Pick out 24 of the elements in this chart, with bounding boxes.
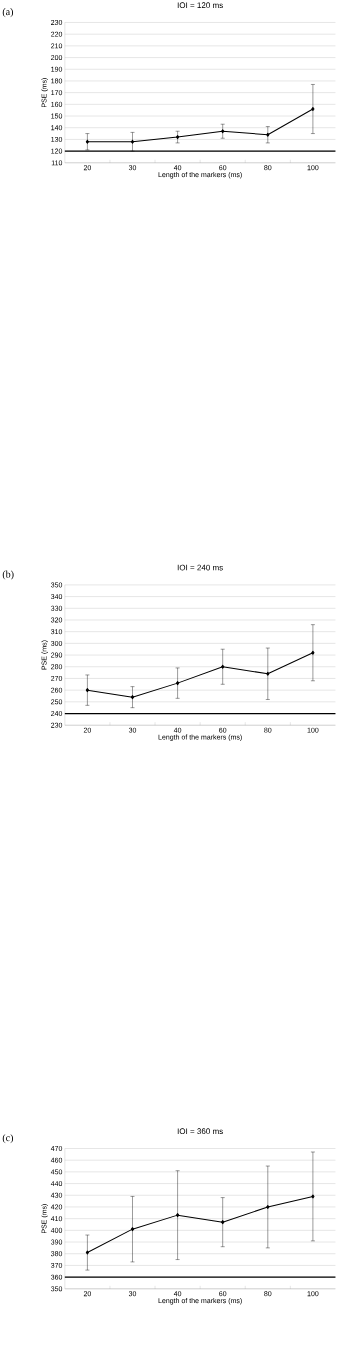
text: (a) (2, 8, 13, 18)
chart-title: IOI = 240 ms (177, 564, 223, 571)
chart-title: IOI = 360 ms (177, 1128, 223, 1135)
point (220, 1220, 225, 1225)
chart-title: IOI = 120 ms (177, 2, 223, 9)
point (130, 139, 135, 144)
point (85, 688, 89, 693)
point (220, 129, 225, 134)
point (85, 1250, 89, 1255)
point (130, 1227, 135, 1232)
text: (c) (2, 1134, 13, 1144)
point (311, 107, 315, 112)
point (175, 1213, 180, 1218)
point (175, 135, 180, 140)
point (266, 1204, 270, 1209)
point (266, 132, 270, 137)
text: (b) (2, 570, 14, 580)
point (175, 681, 180, 686)
point (220, 664, 225, 669)
point (266, 671, 270, 676)
point (311, 1194, 315, 1199)
point (130, 695, 135, 700)
point (85, 139, 89, 144)
point (311, 650, 315, 655)
